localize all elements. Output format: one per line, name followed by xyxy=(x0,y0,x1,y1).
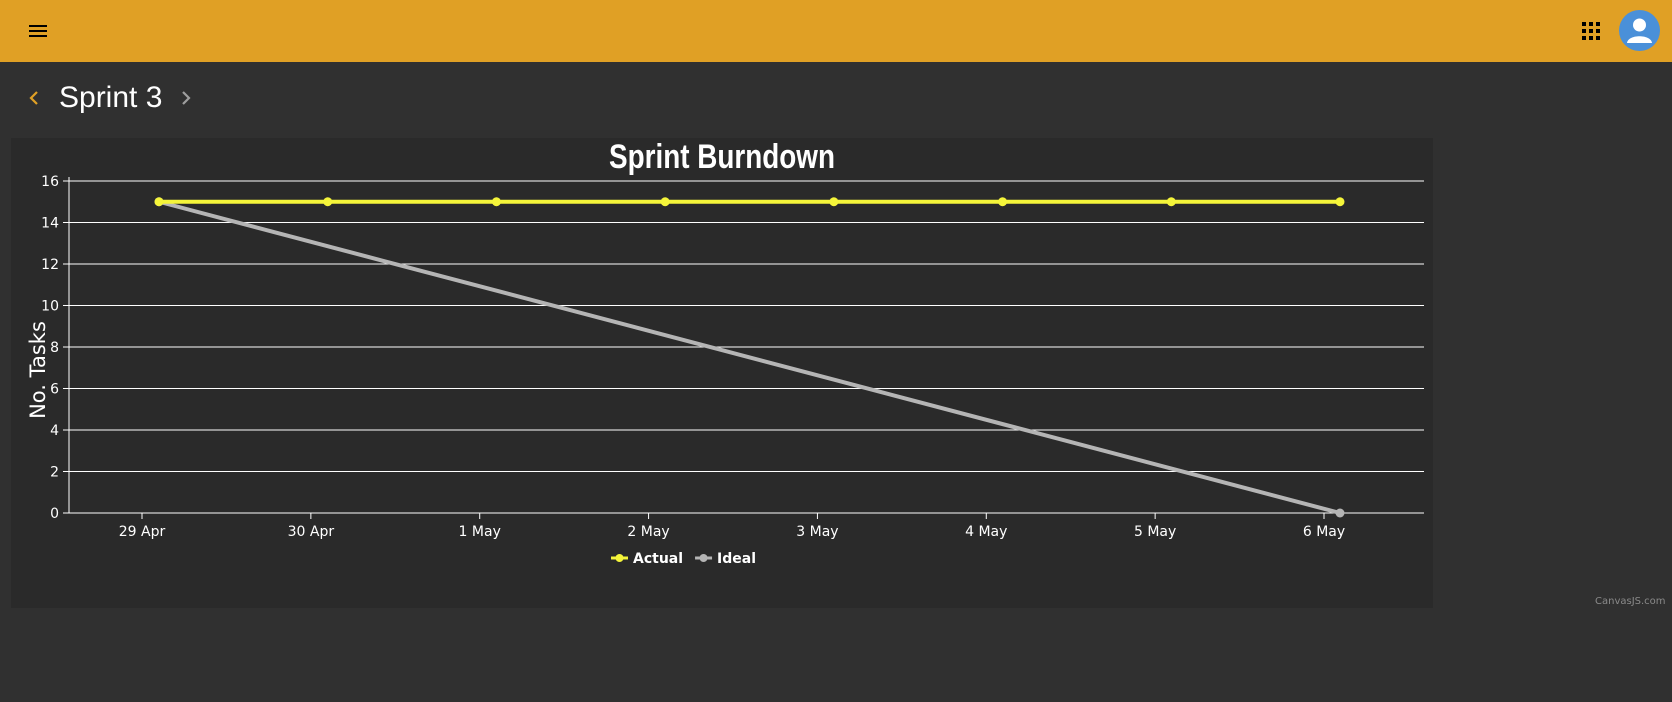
series-line-ideal xyxy=(158,199,1341,515)
x-tick-label: 29 Apr xyxy=(119,524,166,540)
y-tick-label: 8 xyxy=(50,340,59,356)
x-tick-label: 30 Apr xyxy=(288,524,335,540)
apps-grid-icon[interactable] xyxy=(1580,20,1602,42)
data-point-actual xyxy=(1166,197,1176,207)
y-tick-label: 0 xyxy=(50,506,59,522)
y-tick-label: 4 xyxy=(50,423,59,439)
burndown-chart-panel: 0 2 4 6 8 10 12 14 16 29 Apr 30 Apr 1 May 2 May 3 May… xyxy=(11,138,1433,608)
x-tick-label: 2 May xyxy=(627,524,669,540)
data-point-actual xyxy=(1335,197,1345,207)
chart-legend: Actual Ideal xyxy=(611,551,756,567)
y-tick-label: 12 xyxy=(41,257,59,273)
x-tick-label: 4 May xyxy=(965,524,1007,540)
y-tick-label: 2 xyxy=(50,465,59,481)
y-tick-label: 6 xyxy=(50,382,59,398)
data-point-ideal xyxy=(1335,508,1345,518)
avatar[interactable] xyxy=(1619,10,1660,51)
legend-marker-ideal xyxy=(699,554,708,562)
data-point-actual xyxy=(323,197,333,207)
y-tick-label: 10 xyxy=(41,299,59,315)
data-point-actual xyxy=(998,197,1008,207)
data-point-actual xyxy=(660,197,670,207)
user-avatar-icon xyxy=(1627,18,1652,43)
chart-title: Sprint Burndown xyxy=(609,138,835,176)
chevron-left-icon[interactable] xyxy=(22,86,46,110)
data-point-actual xyxy=(829,197,839,207)
data-point-actual xyxy=(491,197,501,207)
x-tick-label: 3 May xyxy=(796,524,838,540)
x-tick-label: 5 May xyxy=(1134,524,1176,540)
y-tick-label: 16 xyxy=(41,174,59,190)
chevron-right-icon[interactable] xyxy=(174,86,198,110)
menu-icon[interactable] xyxy=(24,19,54,43)
app-header xyxy=(0,0,1672,62)
x-tick-label: 6 May xyxy=(1303,524,1345,540)
x-tick-label: 1 May xyxy=(459,524,501,540)
chart-credit: CanvasJS.com xyxy=(1595,596,1666,607)
y-axis-title: No. Tasks xyxy=(26,321,50,419)
legend-label-actual: Actual xyxy=(633,551,683,567)
sprint-title: Sprint 3 xyxy=(59,81,163,114)
y-tick-label: 14 xyxy=(41,216,59,232)
legend-label-ideal: Ideal xyxy=(717,551,756,567)
data-point-actual xyxy=(154,197,164,207)
legend-marker-actual xyxy=(615,554,624,562)
burndown-chart: 0 2 4 6 8 10 12 14 16 29 Apr 30 Apr 1 May 2 May 3 May… xyxy=(26,138,1424,567)
